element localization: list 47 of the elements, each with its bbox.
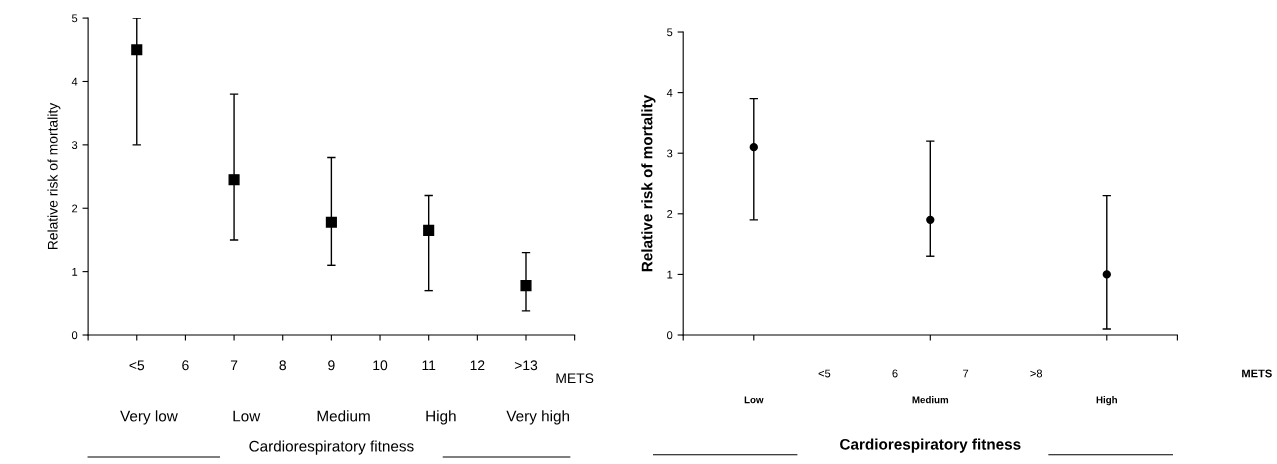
text: Medium <box>317 410 370 422</box>
y-tick-label: 4 <box>71 77 78 86</box>
x-tick-label: 7 <box>230 360 238 371</box>
text: METS <box>1242 369 1272 378</box>
text: Very low <box>120 410 178 425</box>
text: Low <box>233 410 261 422</box>
x-tick-label: Medium <box>912 396 949 404</box>
x-axis-title: Cardiorespiratory fitness <box>840 438 1021 453</box>
x-tick-label: >13 <box>514 360 538 371</box>
point <box>520 280 532 292</box>
y-axis-title: Relative risk of mortality <box>47 102 61 250</box>
x-tick-label: 8 <box>279 360 286 371</box>
y-axis-title: Relative risk of mortality <box>641 94 656 272</box>
text: METS <box>556 373 594 384</box>
text: 6 <box>892 369 898 378</box>
y-tick-label: 4 <box>666 89 673 97</box>
y-tick-label: 2 <box>72 204 78 213</box>
y-tick-label: 1 <box>72 268 78 276</box>
y-tick-label: 0 <box>667 331 673 340</box>
y-tick-label: 0 <box>71 331 78 340</box>
y-tick-label: 5 <box>71 14 78 23</box>
point <box>749 142 758 152</box>
point <box>228 174 240 186</box>
x-tick-label: 10 <box>373 360 388 371</box>
point <box>131 44 143 56</box>
x-tick-label: 6 <box>182 360 189 371</box>
text: High <box>426 410 456 425</box>
x-axis-title: Cardiorespiratory fitness <box>249 440 414 455</box>
x-tick-label: 9 <box>328 360 335 371</box>
y-tick-label: 3 <box>667 149 673 158</box>
text: Very high <box>506 410 570 425</box>
text: >8 <box>1030 369 1043 378</box>
y-tick-label: 1 <box>667 270 673 279</box>
point <box>1102 270 1111 279</box>
point <box>926 215 935 225</box>
y-tick-label: 2 <box>667 210 673 218</box>
x-tick-label: <5 <box>129 360 145 371</box>
x-tick-label: 12 <box>470 360 485 371</box>
text: 7 <box>963 369 969 378</box>
x-tick-label: 11 <box>422 360 436 371</box>
point <box>325 216 337 228</box>
x-tick-label: High <box>1096 396 1117 406</box>
y-tick-label: 5 <box>667 28 673 37</box>
text: <5 <box>818 369 831 378</box>
point <box>423 224 435 236</box>
x-tick-label: Low <box>744 396 764 404</box>
y-tick-label: 3 <box>71 141 78 149</box>
